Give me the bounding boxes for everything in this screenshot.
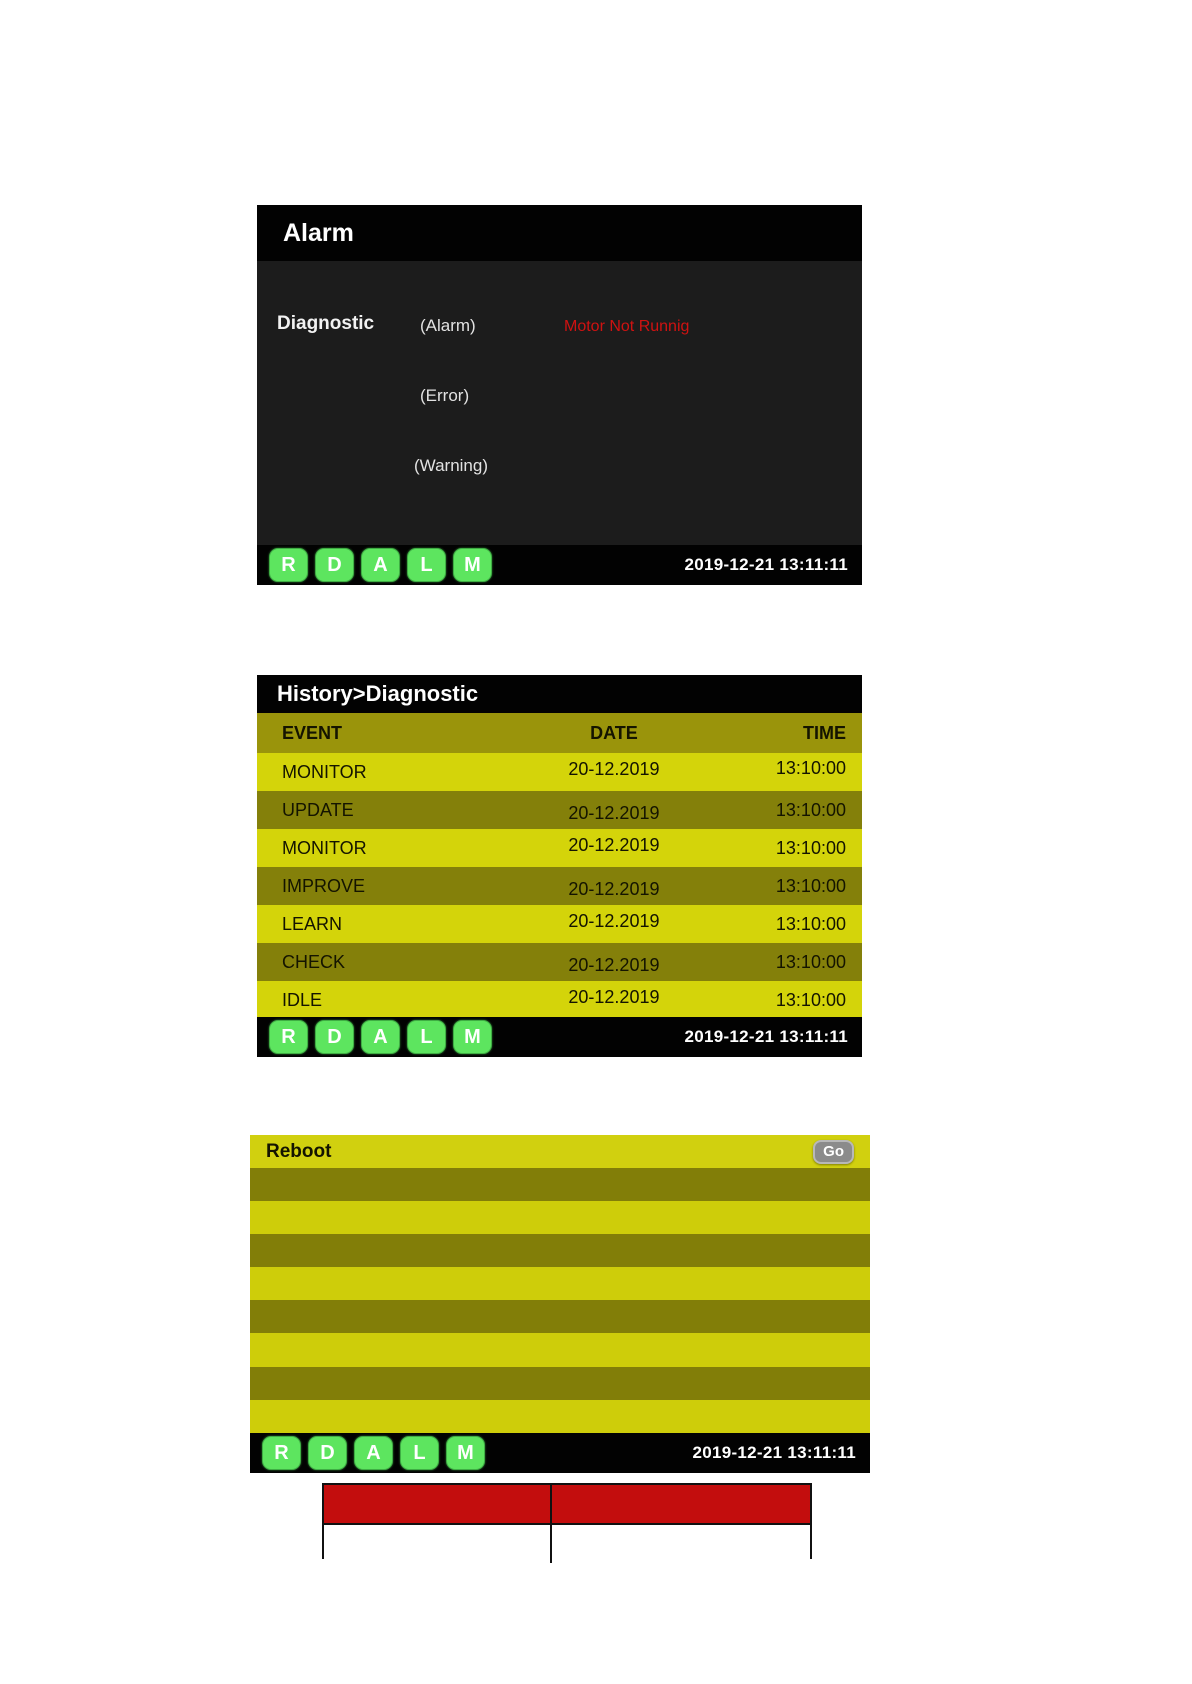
date-cell: 20-12.2019 [568, 954, 660, 975]
alarm-screen-body: Diagnostic (Alarm) Motor Not Runnig (Err… [257, 261, 862, 545]
history-diagnostic-screen: History>Diagnostic EVENT DATE TIME MONIT… [257, 675, 862, 1057]
legend-header-cell [324, 1485, 550, 1523]
empty-stripe-row [250, 1333, 870, 1367]
event-cell: LEARN [282, 913, 343, 934]
empty-stripe-row [250, 1234, 870, 1268]
alarm-screen: Alarm Diagnostic (Alarm) Motor Not Runni… [257, 205, 862, 585]
reboot-screen-title: Reboot [266, 1140, 332, 1162]
column-header-time: TIME [802, 722, 846, 743]
alarm-category-label: (Alarm) [420, 316, 476, 335]
nav-button-r[interactable]: R [262, 1436, 301, 1470]
time-cell: 13:10:00 [775, 951, 846, 972]
date-cell: 20-12.2019 [568, 758, 660, 779]
empty-stripe-row [250, 1168, 870, 1202]
history-footer-bar: R D A L M 2019-12-21 13:11:11 [257, 1017, 862, 1057]
legend-header-cell [549, 1485, 810, 1523]
status-timestamp: 2019-12-21 13:11:11 [684, 555, 848, 574]
event-cell: CHECK [282, 951, 346, 972]
history-table-header: EVENT DATE TIME [257, 713, 862, 753]
warning-category-label: (Warning) [414, 456, 488, 475]
empty-stripe-row [250, 1366, 870, 1400]
table-row: LEARN 20-12.2019 13:10:00 [257, 905, 862, 943]
nav-button-d[interactable]: D [315, 1020, 354, 1054]
alarm-footer-bar: R D A L M 2019-12-21 13:11:11 [257, 545, 862, 585]
time-cell: 13:10:00 [775, 875, 846, 896]
error-category-label: (Error) [420, 386, 470, 405]
reboot-screen: Reboot Go R D A L M 2019-12-21 13:11:11 [250, 1135, 870, 1473]
date-cell: 20-12.2019 [568, 802, 660, 823]
empty-stripe-row [250, 1267, 870, 1301]
empty-stripe-row [250, 1201, 870, 1235]
nav-button-l[interactable]: L [400, 1436, 439, 1470]
status-timestamp: 2019-12-21 13:11:11 [692, 1443, 856, 1462]
legend-body-cell [324, 1525, 550, 1563]
legend-header-row [324, 1485, 810, 1525]
nav-button-l[interactable]: L [407, 1020, 446, 1054]
table-row: IDLE 20-12.2019 13:10:00 [257, 981, 862, 1019]
time-cell: 13:10:00 [775, 799, 846, 820]
table-row: IMPROVE 20-12.2019 13:10:00 [257, 867, 862, 905]
diagnostic-label: Diagnostic [277, 313, 375, 334]
date-cell: 20-12.2019 [568, 878, 660, 899]
nav-button-m[interactable]: M [453, 1020, 492, 1054]
empty-stripe-row [250, 1300, 870, 1334]
event-cell: MONITOR [282, 761, 367, 782]
reboot-footer-bar: R D A L M 2019-12-21 13:11:11 [250, 1433, 870, 1473]
time-cell: 13:10:00 [775, 837, 846, 858]
reboot-header-bar: Reboot Go [250, 1135, 870, 1168]
nav-button-r[interactable]: R [269, 548, 308, 582]
table-row: UPDATE 20-12.2019 13:10:00 [257, 791, 862, 829]
time-cell: 13:10:00 [775, 757, 846, 778]
event-cell: MONITOR [282, 837, 367, 858]
status-timestamp: 2019-12-21 13:11:11 [684, 1027, 848, 1046]
nav-button-m[interactable]: M [453, 548, 492, 582]
nav-button-l[interactable]: L [407, 548, 446, 582]
event-cell: UPDATE [282, 799, 354, 820]
date-cell: 20-12.2019 [568, 986, 660, 1007]
column-header-date: DATE [590, 722, 638, 743]
nav-button-a[interactable]: A [361, 548, 400, 582]
nav-button-a[interactable]: A [361, 1020, 400, 1054]
alarm-screen-title: Alarm [257, 205, 862, 261]
date-cell: 20-12.2019 [568, 910, 660, 931]
column-header-event: EVENT [282, 722, 343, 743]
nav-button-d[interactable]: D [315, 548, 354, 582]
nav-button-d[interactable]: D [308, 1436, 347, 1470]
legend-table [322, 1483, 812, 1563]
table-row: MONITOR 20-12.2019 13:10:00 [257, 753, 862, 791]
history-screen-title: History>Diagnostic [257, 675, 862, 713]
alarm-message-text: Motor Not Runnig [564, 318, 690, 335]
table-row: MONITOR 20-12.2019 13:10:00 [257, 829, 862, 867]
empty-stripe-row [250, 1399, 870, 1433]
event-cell: IMPROVE [282, 875, 366, 896]
nav-button-r[interactable]: R [269, 1020, 308, 1054]
time-cell: 13:10:00 [775, 989, 846, 1010]
nav-button-m[interactable]: M [446, 1436, 485, 1470]
table-row: CHECK 20-12.2019 13:10:00 [257, 943, 862, 981]
event-cell: IDLE [282, 989, 323, 1010]
nav-button-a[interactable]: A [354, 1436, 393, 1470]
date-cell: 20-12.2019 [568, 834, 660, 855]
legend-body-cell [549, 1525, 810, 1563]
legend-body-row [324, 1525, 810, 1563]
go-button[interactable]: Go [813, 1139, 854, 1164]
time-cell: 13:10:00 [775, 913, 846, 934]
